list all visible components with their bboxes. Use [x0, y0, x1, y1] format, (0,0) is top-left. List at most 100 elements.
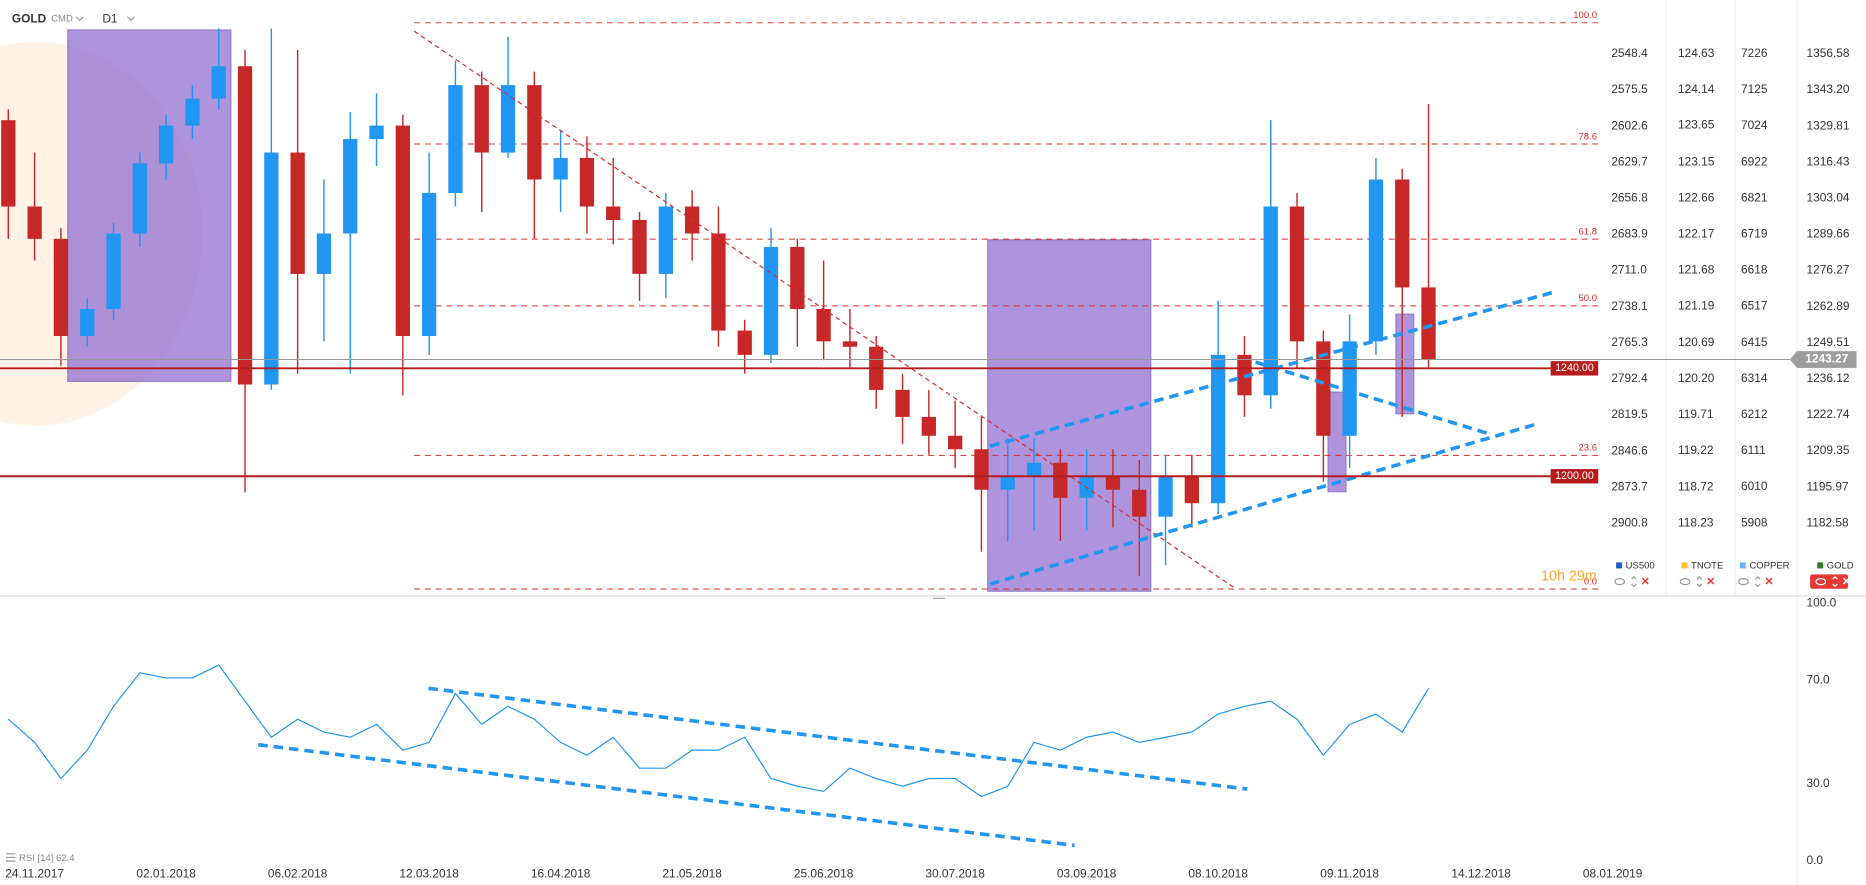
overlay-tick-label: 2900.8	[1611, 516, 1648, 530]
fib-label: 23.6	[1579, 443, 1598, 454]
legend-label[interactable]: COPPER	[1749, 561, 1789, 572]
market: CMD	[51, 14, 73, 25]
candle-body	[658, 206, 673, 274]
candle-body	[1053, 462, 1068, 498]
trendline[interactable]	[258, 742, 1075, 848]
remove-icon[interactable]	[1842, 577, 1850, 585]
x-tick-label: 08.10.2018	[1188, 866, 1248, 880]
overlay-tick-label: 119.22	[1678, 443, 1714, 457]
candle-body	[1421, 287, 1436, 360]
interval[interactable]: D1	[102, 11, 118, 25]
overlay-tick-label: 120.69	[1678, 335, 1715, 349]
remove-icon[interactable]	[1707, 577, 1715, 585]
price-level-tag	[1550, 469, 1599, 484]
y-tick-label: 1209.35	[1806, 443, 1849, 457]
rsi-line	[7, 664, 1430, 798]
overlay-tick-label: 2575.5	[1611, 82, 1648, 96]
candle-body	[132, 163, 147, 234]
visibility-icon[interactable]	[1815, 578, 1827, 586]
range-box[interactable]	[1395, 313, 1415, 415]
legend-swatch	[1616, 562, 1623, 569]
candle-body	[1000, 476, 1015, 490]
x-tick-label: 09.11.2018	[1320, 866, 1379, 880]
dropdown-icon[interactable]	[126, 16, 135, 22]
overlay-tick-label: 2629.7	[1611, 154, 1648, 168]
overlay-tick-label: 6719	[1741, 227, 1768, 241]
candle-body	[1289, 206, 1305, 342]
range-box[interactable]	[1327, 391, 1347, 493]
menu-icon[interactable]	[5, 853, 16, 862]
rsi-tick-label: 70.0	[1806, 673, 1830, 687]
overlay-tick-label: 2602.6	[1611, 118, 1648, 132]
candle-body	[53, 238, 69, 336]
candle-body	[790, 246, 805, 309]
fib-label: 78.6	[1579, 131, 1598, 142]
legend-swatch	[1817, 562, 1824, 569]
order-icon[interactable]	[1696, 575, 1703, 588]
candle-body	[1395, 179, 1410, 288]
x-tick-label: 30.07.2018	[925, 866, 985, 880]
trendline[interactable]	[1254, 360, 1491, 436]
overlay-tick-label: 6212	[1741, 407, 1768, 421]
overlay-tick-label: 118.23	[1678, 515, 1714, 529]
trendline[interactable]	[413, 30, 1235, 589]
fib-label: 100.0	[1573, 10, 1597, 21]
x-tick-label: 14.12.2018	[1451, 866, 1511, 880]
candle-body	[290, 152, 305, 274]
candle-body	[606, 206, 621, 220]
candle-body	[395, 125, 410, 336]
legend-label[interactable]: TNOTE	[1691, 561, 1723, 572]
order-icon[interactable]	[1754, 575, 1761, 588]
dropdown-icon[interactable]	[75, 16, 84, 22]
candle-body	[316, 233, 332, 274]
x-tick-label: 24.11.2017	[5, 866, 64, 880]
trendline[interactable]	[989, 422, 1536, 586]
remove-icon[interactable]	[1765, 577, 1773, 585]
x-tick-label: 02.01.2018	[136, 866, 196, 880]
candle-body	[369, 125, 384, 140]
visibility-icon[interactable]	[1738, 578, 1749, 586]
candle-body	[842, 341, 858, 347]
overlay-tick-label: 118.72	[1678, 480, 1714, 494]
candle-body	[448, 85, 463, 194]
overlay-tick-label: 2792.4	[1611, 371, 1648, 385]
trendline[interactable]	[428, 686, 1248, 791]
candle-body	[947, 435, 963, 450]
x-tick-label: 12.03.2018	[399, 866, 459, 880]
y-tick-label: 1249.51	[1806, 335, 1849, 349]
candle-body	[1342, 341, 1357, 436]
overlay-tick-label: 120.20	[1678, 371, 1715, 385]
range-box[interactable]	[987, 239, 1152, 592]
symbol[interactable]: GOLD	[12, 11, 47, 25]
range-box[interactable]	[67, 29, 232, 382]
legend-label[interactable]: US500	[1626, 561, 1655, 572]
order-icon[interactable]	[1832, 575, 1838, 588]
overlay-tick-label: 2548.4	[1611, 46, 1648, 60]
visibility-icon[interactable]	[1614, 578, 1626, 586]
candle-body	[237, 66, 253, 385]
candle-body	[27, 206, 42, 239]
order-icon[interactable]	[1631, 575, 1637, 588]
fib-label: 50.0	[1579, 293, 1598, 304]
x-tick-label: 21.05.2018	[662, 866, 722, 880]
candle-body	[1105, 476, 1121, 490]
overlay-tick-label: 124.14	[1678, 82, 1715, 96]
overlay-tick-label: 7226	[1741, 46, 1768, 60]
candle-body	[1158, 476, 1173, 517]
remove-icon[interactable]	[1641, 577, 1649, 585]
overlay-tick-label: 2873.7	[1611, 479, 1648, 493]
price-level-label: 1200.00	[1555, 470, 1594, 482]
overlay-tick-label: 6517	[1741, 298, 1768, 312]
candle-body	[80, 308, 95, 336]
legend-label[interactable]: GOLD	[1827, 561, 1854, 572]
x-tick-label: 25.06.2018	[794, 866, 854, 880]
overlay-tick-label: 123.15	[1678, 154, 1715, 168]
y-tick-label: 1329.81	[1806, 118, 1849, 132]
overlay-tick-label: 2711.0	[1611, 263, 1647, 277]
candle-body	[500, 85, 516, 153]
trendline[interactable]	[989, 289, 1558, 448]
visibility-icon[interactable]	[1679, 578, 1691, 586]
candle-body	[343, 139, 358, 234]
candle-body	[763, 246, 779, 355]
candle-body	[185, 98, 200, 126]
